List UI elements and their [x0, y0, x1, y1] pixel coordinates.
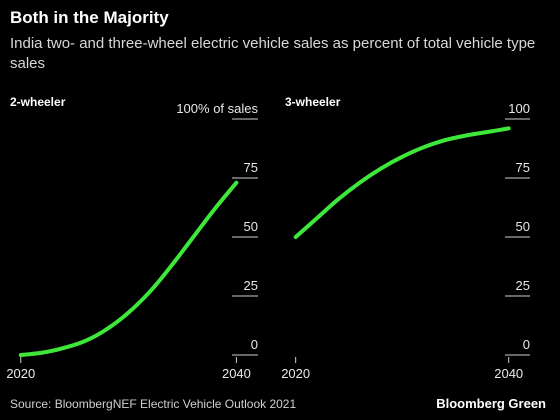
brand-logo: Bloomberg Green	[436, 396, 546, 411]
panel-1: 2-wheeler 0 25 50 75 100% of sales 2020 2040	[6, 95, 258, 381]
y-tick-label: 0	[523, 337, 530, 352]
x-tick-label: 2020	[281, 366, 310, 381]
panel-2: 3-wheeler 0 25 50 75 100 2020 2040	[281, 95, 530, 381]
panel-title: 3-wheeler	[285, 95, 341, 109]
y-tick-label: 25	[516, 278, 530, 293]
series-line-1	[293, 126, 511, 239]
panel-title: 2-wheeler	[10, 95, 66, 109]
y-tick-label: 100	[508, 101, 530, 116]
x-tick-label: 2020	[6, 366, 35, 381]
y-tick-label: 50	[244, 219, 258, 234]
x-tick-label: 2040	[222, 366, 251, 381]
source-note: Source: BloombergNEF Electric Vehicle Ou…	[10, 397, 297, 411]
series-line-1	[18, 180, 239, 357]
chart-title: Both in the Majority	[10, 8, 169, 27]
chart-subtitle: India two- and three-wheel electric vehi…	[10, 35, 536, 72]
y-tick-label: 100% of sales	[176, 101, 258, 116]
y-tick-label: 75	[244, 160, 258, 175]
x-tick-label: 2040	[494, 366, 523, 381]
y-tick-label: 25	[244, 278, 258, 293]
y-tick-label: 50	[516, 219, 530, 234]
y-tick-label: 0	[251, 337, 258, 352]
y-tick-label: 75	[516, 160, 530, 175]
